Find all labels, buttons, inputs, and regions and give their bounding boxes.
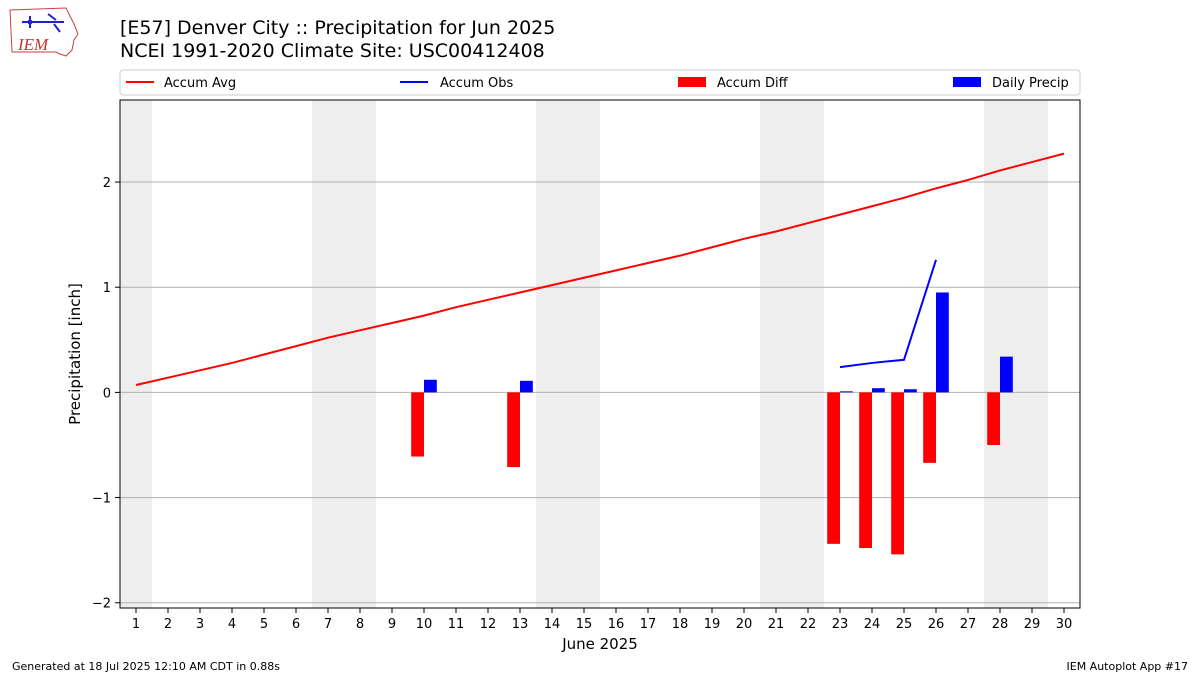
x-tick-label: 13 — [512, 617, 529, 632]
x-tick-label: 3 — [196, 617, 204, 632]
weekend-band — [536, 100, 568, 608]
weekend-band — [792, 100, 824, 608]
daily-precip-bar-28 — [1000, 356, 1013, 393]
x-tick-label: 25 — [896, 617, 913, 632]
legend-label-accum-diff: Accum Diff — [717, 76, 789, 91]
grid-lines — [120, 181, 1080, 604]
accum-obs-line — [839, 259, 937, 369]
x-tick-label: 24 — [864, 617, 881, 632]
x-tick-label: 15 — [576, 617, 593, 632]
weekend-band — [984, 100, 1016, 608]
accum-diff-bar-26 — [923, 392, 936, 463]
x-tick-label: 8 — [356, 617, 364, 632]
x-tick-label: 9 — [388, 617, 396, 632]
x-tick-label: 28 — [992, 617, 1009, 632]
app-label: IEM Autoplot App #17 — [1066, 660, 1189, 673]
accum-diff-bar-13 — [507, 392, 520, 468]
daily-precip-bar-24 — [872, 388, 885, 393]
legend: Accum Avg Accum Obs Accum Diff Daily Pre… — [119, 69, 1081, 96]
x-tick-label: 27 — [960, 617, 977, 632]
x-tick-label: 11 — [448, 617, 465, 632]
legend-label-daily-precip: Daily Precip — [992, 76, 1069, 91]
accum-diff-bar-23 — [827, 392, 840, 544]
y-tick-label: −1 — [92, 492, 111, 507]
chart-subtitle: NCEI 1991-2020 Climate Site: USC00412408 — [120, 40, 545, 62]
daily-precip-bar-23 — [840, 391, 853, 393]
weekend-band — [312, 100, 344, 608]
legend-frame — [119, 69, 1081, 96]
legend-swatch-accum-diff — [678, 77, 706, 87]
x-tick-label: 10 — [416, 617, 433, 632]
legend-swatch-daily-precip — [953, 77, 981, 87]
x-tick-label: 21 — [768, 617, 785, 632]
chart-title: [E57] Denver City :: Precipitation for J… — [120, 17, 556, 39]
accum-diff-bar-24 — [859, 392, 872, 549]
x-axis: 1 2 3 4 5 6 7 8 9 10 11 12 13 14 15 16 17 18 19 20 21 22 23 24 2… — [132, 608, 1072, 632]
daily-precip-bar-13 — [520, 380, 533, 393]
daily-precip-bar-10 — [424, 379, 437, 393]
accum-diff-bar-25 — [891, 392, 904, 555]
legend-label-accum-avg: Accum Avg — [164, 76, 236, 91]
x-tick-label: 18 — [672, 617, 689, 632]
logo-text: IEM — [17, 35, 49, 54]
x-tick-label: 7 — [324, 617, 332, 632]
x-tick-label: 16 — [608, 617, 625, 632]
legend-label-accum-obs: Accum Obs — [440, 76, 513, 91]
accum-diff-bar-28 — [987, 392, 1000, 445]
y-tick-label: −2 — [92, 597, 111, 612]
weekend-band — [568, 100, 600, 608]
x-tick-label: 14 — [544, 617, 561, 632]
y-axis-label: Precipitation [inch] — [66, 283, 84, 425]
weekend-band — [120, 100, 152, 608]
weekend-band — [760, 100, 792, 608]
y-tick-label: 2 — [103, 176, 111, 191]
line-series — [135, 152, 1065, 387]
x-tick-label: 12 — [480, 617, 497, 632]
iowa-state-outline — [9, 7, 79, 57]
x-tick-label: 5 — [260, 617, 268, 632]
weekend-band — [344, 100, 376, 608]
accum-avg-line — [135, 152, 1065, 387]
x-tick-label: 23 — [832, 617, 849, 632]
plot-frame — [119, 99, 1081, 609]
station-dot — [27, 19, 33, 25]
y-tick-label: 1 — [103, 281, 111, 296]
x-tick-label: 2 — [164, 617, 172, 632]
bar-series — [411, 292, 1013, 555]
x-tick-label: 19 — [704, 617, 721, 632]
x-tick-label: 4 — [228, 617, 236, 632]
iem-logo: IEM — [9, 7, 79, 57]
x-tick-label: 26 — [928, 617, 945, 632]
weekend-bands — [120, 100, 1048, 608]
generated-timestamp: Generated at 18 Jul 2025 12:10 AM CDT in… — [12, 660, 280, 673]
x-tick-label: 30 — [1056, 617, 1073, 632]
daily-precip-bar-25 — [904, 389, 917, 393]
weekend-band — [1016, 100, 1048, 608]
x-tick-label: 6 — [292, 617, 300, 632]
x-axis-label: June 2025 — [561, 635, 638, 653]
y-axis: −2 −1 0 1 2 — [92, 176, 120, 612]
daily-precip-bar-26 — [936, 292, 949, 393]
x-tick-label: 1 — [132, 617, 140, 632]
accum-diff-bar-10 — [411, 392, 424, 457]
y-tick-label: 0 — [103, 386, 111, 401]
x-tick-label: 20 — [736, 617, 753, 632]
x-tick-label: 22 — [800, 617, 817, 632]
x-tick-label: 29 — [1024, 617, 1041, 632]
x-tick-label: 17 — [640, 617, 657, 632]
